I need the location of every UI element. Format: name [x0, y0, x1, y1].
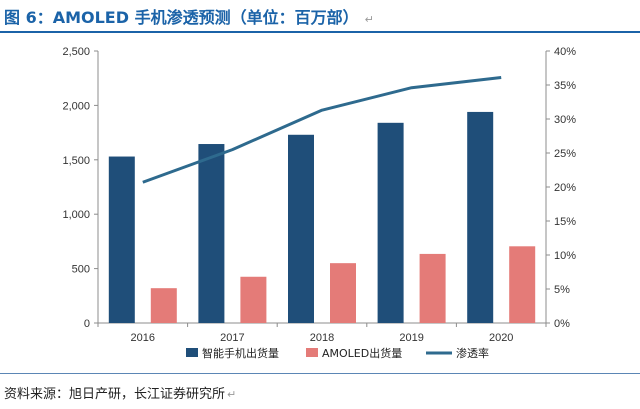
source-note: 资料来源：旭日产研，长江证券研究所 ↵ — [4, 383, 236, 402]
right-tick-label: 10% — [554, 250, 576, 262]
bar-amoled — [240, 276, 267, 323]
legend-smartphone-swatch — [186, 348, 198, 357]
x-tick-label: 2017 — [220, 332, 244, 344]
x-tick-label: 2020 — [489, 332, 513, 344]
right-tick-label: 15% — [554, 216, 576, 228]
left-tick-label: 2,500 — [62, 46, 90, 58]
bar-amoled — [330, 263, 356, 323]
x-tick-label: 2018 — [310, 332, 334, 344]
right-tick-label: 40% — [554, 46, 576, 58]
bar-amoled — [419, 253, 446, 323]
legend-amoled-label: AMOLED出货量 — [322, 346, 402, 360]
line-penetration — [142, 76, 502, 184]
right-tick-label: 35% — [554, 80, 576, 92]
x-tick-label: 2019 — [399, 332, 423, 344]
bar-smartphone — [377, 122, 404, 323]
left-tick-label: 2,000 — [62, 100, 90, 112]
source-text: 资料来源：旭日产研，长江证券研究所 — [4, 387, 226, 402]
bar-smartphone — [198, 144, 225, 323]
legend-amoled-swatch — [306, 348, 318, 357]
right-tick-label: 0% — [554, 318, 570, 330]
left-tick-label: 0 — [84, 318, 90, 330]
bar-smartphone — [288, 134, 314, 323]
chart-title-text: 图 6：AMOLED 手机渗透预测（单位：百万部） — [4, 8, 359, 27]
source-return-mark: ↵ — [227, 388, 237, 401]
legend-smartphone-label: 智能手机出货量 — [202, 346, 279, 360]
left-tick-label: 1,000 — [62, 209, 90, 221]
legend-penetration-label: 渗透率 — [456, 346, 489, 360]
right-tick-label: 5% — [554, 284, 570, 296]
right-tick-label: 25% — [554, 148, 576, 160]
left-tick-label: 1,500 — [62, 155, 90, 167]
bar-smartphone — [467, 111, 494, 323]
bar-amoled — [509, 246, 536, 323]
right-tick-label: 20% — [554, 182, 576, 194]
left-tick-label: 500 — [72, 264, 90, 276]
source-divider — [0, 373, 640, 374]
right-tick-label: 30% — [554, 114, 576, 126]
x-tick-label: 2016 — [131, 332, 155, 344]
chart-title: 图 6：AMOLED 手机渗透预测（单位：百万部） ↵ — [4, 4, 374, 28]
bar-smartphone — [108, 156, 135, 323]
title-divider — [0, 31, 640, 33]
bar-amoled — [150, 288, 177, 323]
title-return-mark: ↵ — [364, 13, 374, 26]
